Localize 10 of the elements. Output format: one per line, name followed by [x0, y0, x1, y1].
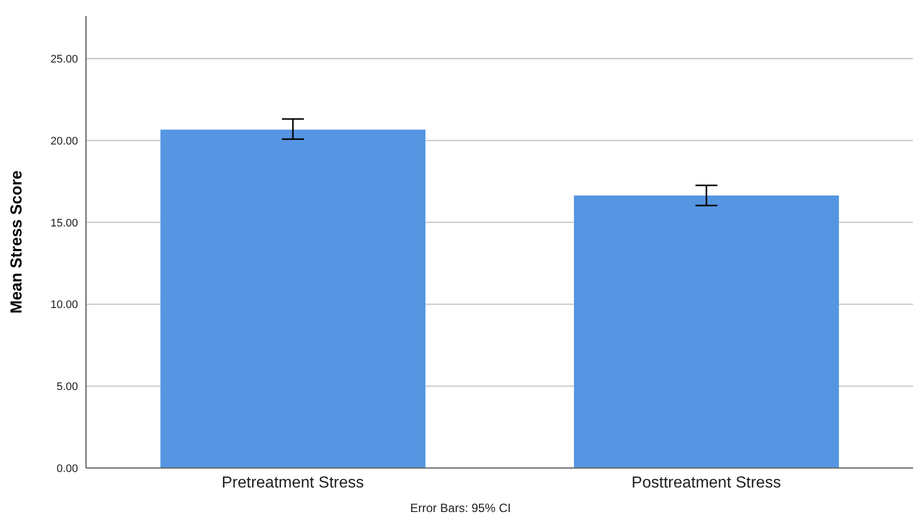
y-tick-label: 0.00	[56, 462, 78, 475]
y-axis-title: Mean Stress Score	[8, 170, 26, 314]
y-tick-label: 10.00	[50, 299, 78, 312]
text: Error Bars: 95% CI	[409, 501, 512, 515]
y-tick-label: 25.00	[50, 53, 78, 66]
x-tick-label: Posttreatment Stress	[632, 474, 781, 492]
y-tick-label: 15.00	[50, 217, 78, 230]
y-tick-label: 5.00	[56, 381, 78, 394]
x-tick-label: Pretreatment Stress	[222, 474, 364, 492]
y-tick-label: 20.00	[50, 135, 78, 148]
